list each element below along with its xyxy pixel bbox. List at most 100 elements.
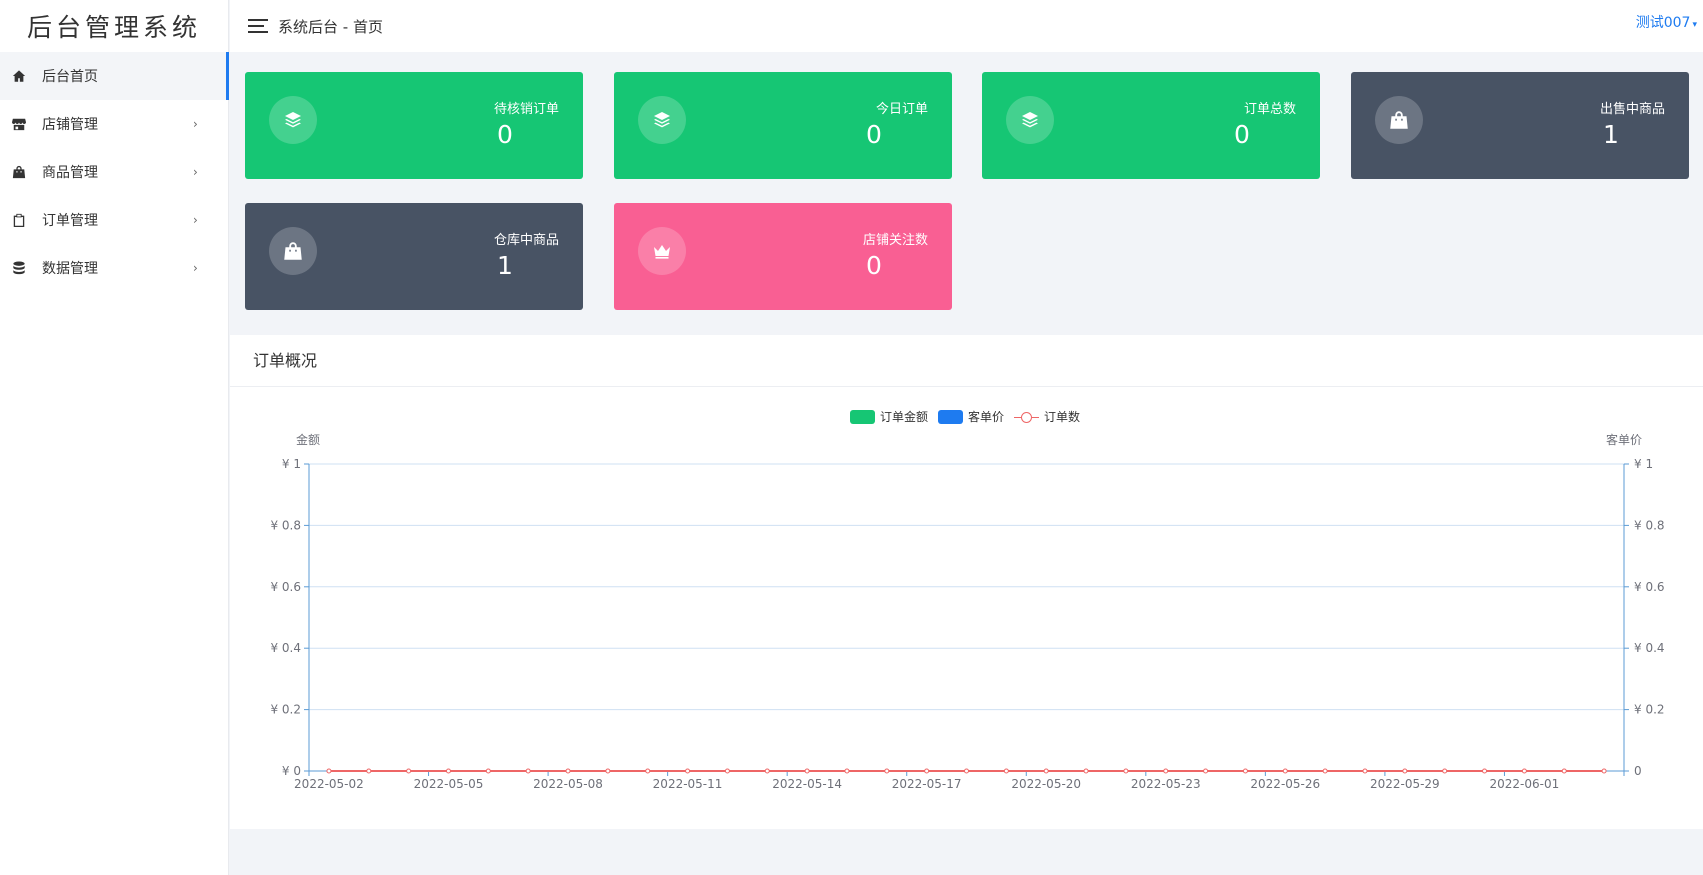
line-point [1083, 768, 1089, 774]
legend-line-marker [1014, 410, 1040, 424]
sidebar-item-1[interactable]: 店铺管理 › [0, 100, 228, 148]
stat-card-label: 订单总数 [1243, 102, 1296, 117]
line-point [685, 768, 691, 774]
order-chart: ¥ 0 0 ¥ 0.2 ¥ 0.2 ¥ 0.4 ¥ 0.4 ¥ 0.6 ¥ 0.6 ¥ 0.8 ¥… [270, 432, 1665, 791]
line-point [724, 768, 730, 774]
x-tick-label: 2022-05-20 [1011, 777, 1081, 791]
x-tick-label: 2022-05-14 [772, 777, 842, 791]
line-point [605, 768, 611, 774]
line-point [1561, 768, 1567, 774]
y-tick-label-right: ¥ 0.6 [1634, 580, 1665, 594]
x-tick-label: 2022-05-17 [892, 777, 962, 791]
stat-card-value: 0 [497, 120, 513, 149]
x-tick-label: 2022-06-01 [1490, 777, 1560, 791]
y-axis-title-left: 金额 [296, 432, 320, 447]
user-menu[interactable]: 测试007 ▾ [1636, 12, 1697, 32]
stat-card-label: 今日订单 [875, 102, 928, 117]
line-point [804, 768, 810, 774]
stat-card-value: 1 [497, 251, 513, 280]
chevron-right-icon: › [193, 117, 198, 131]
sidebar-item-4[interactable]: 数据管理 › [0, 244, 228, 292]
chevron-right-icon: › [193, 165, 198, 179]
sidebar-item-0[interactable]: 后台首页 [0, 52, 229, 100]
user-name: 测试007 [1635, 15, 1691, 31]
line-point [964, 768, 969, 774]
shopping-bag-icon [269, 227, 317, 275]
y-tick-label: ¥ 0.4 [270, 641, 301, 655]
line-point [1322, 768, 1328, 774]
stat-card-label: 待核销订单 [493, 102, 559, 117]
top-header: 系统后台 - 首页 测试007 ▾ [230, 0, 1703, 52]
line-point [1242, 768, 1248, 774]
line-point [1003, 768, 1009, 774]
menu-toggle-icon[interactable] [248, 19, 268, 33]
stat-card-label: 店铺关注数 [862, 233, 928, 248]
home-icon [12, 69, 26, 83]
stat-card-3[interactable]: 出售中商品 1 [1351, 72, 1689, 179]
y-tick-label: ¥ 0 [282, 764, 301, 778]
layers-icon [638, 96, 686, 144]
stat-card-label: 出售中商品 [1599, 102, 1665, 117]
line-point [884, 768, 890, 774]
line-point [1203, 768, 1209, 774]
chevron-down-icon: ▾ [1692, 20, 1697, 30]
stat-card-4[interactable]: 仓库中商品 1 [245, 203, 583, 310]
y-tick-label-right: ¥ 0.4 [1634, 641, 1665, 655]
sidebar-item-2[interactable]: 商品管理 › [0, 148, 228, 196]
line-point [924, 768, 930, 774]
y-axis-title-right: 客单价 [1606, 432, 1642, 447]
line-point [1362, 768, 1368, 774]
stat-card-value: 1 [1603, 120, 1619, 149]
shopping-bag-icon [1375, 96, 1423, 144]
legend-swatch [850, 409, 875, 424]
sidebar: 后台管理系统 后台首页 店铺管理 › 商品管理 › 订单管理 › 数据管理 › [0, 0, 229, 875]
x-tick-label: 2022-05-26 [1250, 777, 1320, 791]
database-icon [12, 261, 26, 275]
layers-icon [1006, 96, 1054, 144]
sidebar-nav: 后台首页 店铺管理 › 商品管理 › 订单管理 › 数据管理 › [0, 52, 229, 292]
y-tick-label: ¥ 0.2 [270, 703, 301, 717]
app-logo: 后台管理系统 [26, 13, 201, 42]
legend-item-order-count[interactable]: 订单数 [1014, 408, 1080, 425]
stat-card-label: 仓库中商品 [493, 233, 559, 248]
sidebar-item-label: 数据管理 [42, 261, 98, 277]
x-tick-label: 2022-05-23 [1131, 777, 1201, 791]
y-tick-label-right: ¥ 0.8 [1634, 518, 1665, 532]
stat-card-value: 0 [866, 251, 882, 280]
line-point [645, 768, 651, 774]
x-tick-label: 2022-05-05 [414, 777, 484, 791]
stat-card-value: 0 [866, 120, 882, 149]
stat-card-value: 0 [1234, 120, 1250, 149]
x-tick-label: 2022-05-29 [1370, 777, 1440, 791]
line-point [565, 768, 571, 774]
legend-label: 订单金额 [880, 410, 929, 424]
line-point [1123, 768, 1129, 774]
order-overview-panel: 订单概况 订单金额 客单价 订单数 ¥ 0 0 ¥ 0.2 ¥ 0.2 ¥ 0.4 ¥ 0… [230, 335, 1703, 829]
stat-card-2[interactable]: 订单总数 0 [982, 72, 1320, 179]
y-tick-label-right: ¥ 0.2 [1634, 703, 1665, 717]
line-point [1601, 768, 1607, 774]
line-point [844, 768, 850, 774]
stat-card-5[interactable]: 店铺关注数 0 [614, 203, 952, 310]
legend-item-avg-price[interactable]: 客单价 [938, 408, 1004, 425]
breadcrumb: 系统后台 - 首页 [278, 17, 383, 36]
x-tick-label: 2022-05-11 [653, 777, 723, 791]
stat-card-0[interactable]: 待核销订单 0 [245, 72, 583, 179]
clipboard-icon [12, 213, 26, 227]
legend-item-order-amount[interactable]: 订单金额 [850, 408, 928, 425]
line-point [1163, 768, 1169, 774]
layers-icon [269, 96, 317, 144]
line-point [1282, 768, 1288, 774]
y-tick-label: ¥ 0.8 [270, 518, 301, 532]
y-tick-label: ¥ 1 [282, 457, 301, 471]
stat-card-1[interactable]: 今日订单 0 [614, 72, 952, 179]
shopping-bag-icon [12, 165, 26, 179]
y-tick-label: ¥ 0.6 [270, 580, 301, 594]
line-point [1043, 768, 1049, 774]
sidebar-item-label: 订单管理 [42, 213, 98, 229]
line-point [1482, 768, 1488, 774]
line-point [326, 768, 332, 774]
line-point [1402, 768, 1408, 774]
sidebar-item-label: 后台首页 [42, 69, 98, 85]
sidebar-item-3[interactable]: 订单管理 › [0, 196, 228, 244]
